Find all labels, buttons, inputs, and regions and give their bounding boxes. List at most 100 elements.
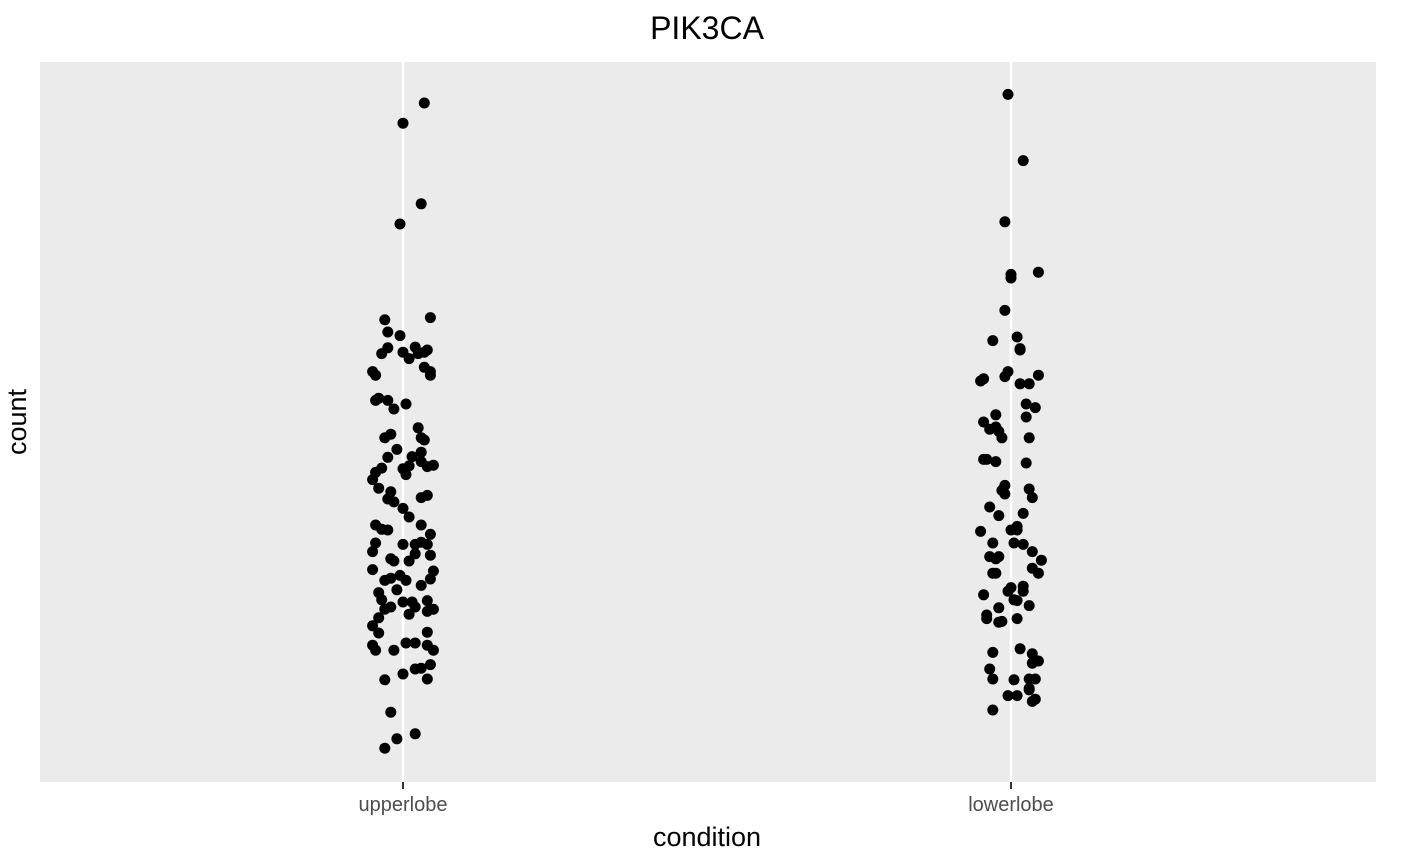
data-point-upperlobe-77 [385,428,397,440]
data-point-lowerlobe-24 [996,432,1008,444]
data-point-upperlobe-57 [370,519,382,531]
data-point-upperlobe-49 [409,538,421,550]
data-point-upperlobe-79 [415,446,427,458]
data-point-lowerlobe-1 [987,673,999,685]
data-point-lowerlobe-51 [1020,411,1032,423]
x-axis-tick-labels: upperlobe lowerlobe [359,794,1054,816]
data-point-lowerlobe-16 [990,553,1002,565]
x-axis-ticks [402,782,1012,789]
data-point-lowerlobe-55 [1026,492,1038,504]
data-point-lowerlobe-8 [993,602,1005,614]
data-point-lowerlobe-22 [990,456,1002,468]
chart-title: PIK3CA [650,10,764,46]
data-point-upperlobe-38 [385,572,397,584]
data-point-lowerlobe-40 [1002,88,1014,100]
data-point-upperlobe-56 [403,511,415,523]
data-point-upperlobe-29 [406,596,418,608]
data-point-lowerlobe-76 [1029,673,1041,685]
y-axis-title: count [2,388,32,455]
data-point-upperlobe-72 [373,482,385,494]
data-point-upperlobe-84 [388,403,400,415]
data-point-lowerlobe-33 [999,488,1011,500]
data-point-lowerlobe-35 [987,335,999,347]
data-point-upperlobe-108 [418,97,430,109]
data-point-upperlobe-67 [382,451,394,463]
data-point-lowerlobe-81 [1023,682,1035,694]
data-point-lowerlobe-36 [999,304,1011,316]
data-point-upperlobe-13 [367,639,379,651]
data-point-upperlobe-18 [367,620,379,632]
data-point-lowerlobe-42 [1032,266,1044,278]
data-point-lowerlobe-11 [990,567,1002,579]
data-point-lowerlobe-85 [1002,585,1014,597]
x-axis-title: condition [653,822,761,852]
data-point-upperlobe-85 [400,398,412,410]
data-point-lowerlobe-34 [1002,366,1014,378]
data-point-upperlobe-91 [370,369,382,381]
data-point-lowerlobe-17 [993,510,1005,522]
data-point-upperlobe-20 [373,612,385,624]
data-point-upperlobe-8 [415,662,427,674]
plot-panel [40,62,1376,782]
data-point-upperlobe-14 [388,644,400,656]
data-point-lowerlobe-50 [1029,402,1041,414]
data-point-upperlobe-30 [421,595,433,607]
data-point-lowerlobe-84 [1002,690,1014,702]
data-point-upperlobe-54 [415,519,427,531]
data-point-upperlobe-61 [385,486,397,498]
data-point-upperlobe-40 [400,574,412,586]
data-point-lowerlobe-59 [1008,537,1020,549]
data-point-upperlobe-9 [424,659,436,671]
data-point-upperlobe-3 [385,706,397,718]
data-point-upperlobe-93 [424,366,436,378]
data-point-upperlobe-105 [394,218,406,230]
data-point-lowerlobe-72 [1023,600,1035,612]
data-point-upperlobe-104 [376,348,388,360]
data-point-lowerlobe-47 [1023,378,1035,390]
data-point-lowerlobe-48 [1014,378,1026,390]
data-point-upperlobe-45 [409,548,421,560]
data-point-upperlobe-1 [391,733,403,745]
data-point-lowerlobe-80 [1029,693,1041,705]
data-point-lowerlobe-29 [984,423,996,435]
data-point-lowerlobe-46 [1032,369,1044,381]
data-point-upperlobe-48 [370,537,382,549]
data-point-lowerlobe-31 [975,375,987,387]
data-point-lowerlobe-41 [1017,155,1029,167]
data-point-lowerlobe-0 [987,704,999,716]
data-point-upperlobe-43 [385,553,397,565]
data-point-lowerlobe-21 [981,453,993,465]
data-point-lowerlobe-39 [999,216,1011,228]
data-point-lowerlobe-5 [996,615,1008,627]
data-point-lowerlobe-9 [978,589,990,601]
data-point-lowerlobe-38 [1005,268,1017,280]
data-point-upperlobe-33 [415,579,427,591]
data-point-upperlobe-46 [424,549,436,561]
data-point-lowerlobe-86 [1017,585,1029,597]
data-point-lowerlobe-27 [978,416,990,428]
data-point-lowerlobe-7 [981,613,993,625]
data-point-lowerlobe-45 [1014,343,1026,355]
data-point-lowerlobe-19 [984,501,996,513]
data-point-lowerlobe-25 [999,479,1011,491]
data-point-upperlobe-32 [391,584,403,596]
data-point-lowerlobe-2 [984,663,996,675]
data-point-upperlobe-51 [397,538,409,550]
data-point-lowerlobe-69 [1011,595,1023,607]
data-point-upperlobe-74 [406,451,418,463]
data-point-upperlobe-35 [427,565,439,577]
data-point-lowerlobe-70 [1014,643,1026,655]
data-point-upperlobe-4 [379,674,391,686]
data-point-upperlobe-97 [397,346,409,358]
data-point-upperlobe-66 [376,462,388,474]
data-point-upperlobe-26 [427,603,439,615]
x-tick-label-upperlobe: upperlobe [359,794,448,816]
data-point-upperlobe-94 [382,326,394,338]
data-point-upperlobe-100 [418,346,430,358]
data-point-upperlobe-16 [409,637,421,649]
data-point-lowerlobe-28 [990,409,1002,421]
data-point-upperlobe-2 [409,728,421,740]
data-point-lowerlobe-65 [1026,562,1038,574]
data-point-lowerlobe-53 [1020,457,1032,469]
